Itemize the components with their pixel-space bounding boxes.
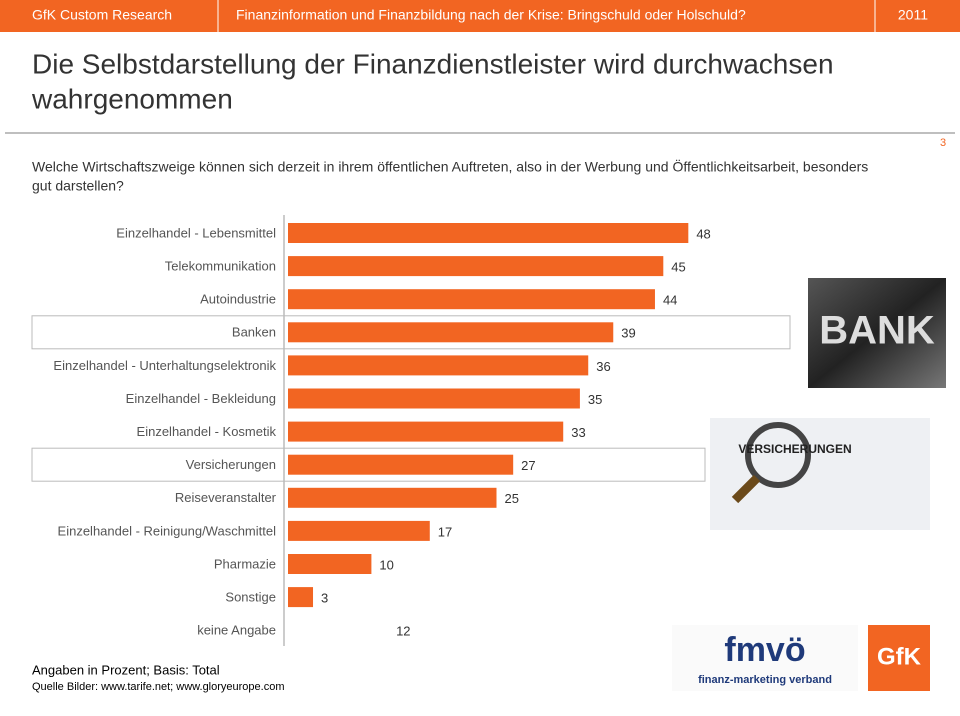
category-label: Autoindustrie bbox=[200, 292, 276, 307]
header-left: GfK Custom Research bbox=[32, 7, 172, 23]
category-label: Einzelhandel - Unterhaltungselektronik bbox=[53, 358, 276, 373]
bar-chart: Einzelhandel - Lebensmittel 48 Telekommuni… bbox=[31, 223, 791, 641]
category-label: Einzelhandel - Bekleidung bbox=[126, 391, 276, 406]
bank-image: BANK bbox=[808, 278, 946, 388]
magnifier-handle bbox=[731, 474, 761, 504]
category-label: Banken bbox=[232, 325, 276, 340]
header-center: Finanzinformation und Finanzbildung nach… bbox=[236, 7, 746, 23]
magnifier bbox=[745, 422, 811, 488]
category-label: Telekommunikation bbox=[165, 259, 276, 274]
footer-basis: Angaben in Prozent; Basis: Total bbox=[32, 662, 220, 677]
page-number: 3 bbox=[940, 137, 946, 149]
bar bbox=[288, 454, 514, 475]
category-label: keine Angabe bbox=[197, 623, 276, 638]
bar bbox=[288, 520, 430, 541]
logo-bg bbox=[672, 625, 858, 691]
category-label: Pharmazie bbox=[214, 556, 276, 571]
value-label: 35 bbox=[588, 392, 602, 407]
bar bbox=[288, 587, 314, 608]
header-bar bbox=[0, 0, 960, 32]
fmvo-logo: fmvö finanz-marketing verband bbox=[672, 625, 858, 691]
value-label: 25 bbox=[505, 491, 519, 506]
logo-sub: finanz-marketing verband bbox=[698, 674, 832, 686]
bar bbox=[288, 256, 664, 277]
value-label: 10 bbox=[379, 557, 393, 572]
category-label: Sonstige bbox=[225, 590, 276, 605]
highlight-box bbox=[31, 447, 706, 482]
bar bbox=[288, 223, 689, 243]
header-right: 2011 bbox=[898, 7, 928, 23]
category-label: Reiseveranstalter bbox=[175, 490, 277, 505]
value-label: 45 bbox=[671, 260, 685, 275]
question: Welche Wirtschaftszweige können sich der… bbox=[32, 158, 868, 175]
bar bbox=[288, 620, 389, 641]
category-label: Einzelhandel - Reinigung/Waschmittel bbox=[58, 523, 277, 538]
logo-text: GfK bbox=[877, 643, 922, 670]
category-label: Einzelhandel - Lebensmittel bbox=[116, 225, 276, 240]
value-label: 44 bbox=[663, 293, 677, 308]
bar bbox=[288, 487, 497, 508]
bar bbox=[288, 421, 564, 442]
logo-bg bbox=[868, 625, 930, 691]
value-label: 39 bbox=[621, 326, 635, 341]
question: gut darstellen? bbox=[32, 178, 124, 194]
footer-source: Quelle Bilder: www.tarife.net; www.glory… bbox=[32, 681, 285, 693]
insurance-image: VERSICHERUNGEN bbox=[710, 418, 930, 530]
value-label: 12 bbox=[396, 624, 410, 639]
title: wahrgenommen bbox=[31, 83, 233, 114]
logo-text: fmvö bbox=[724, 631, 805, 669]
gfk-logo: GfK bbox=[868, 625, 930, 691]
value-label: 33 bbox=[571, 425, 585, 440]
bar bbox=[288, 355, 589, 376]
value-label: 17 bbox=[438, 524, 452, 539]
bar bbox=[288, 554, 372, 574]
image bbox=[808, 278, 946, 388]
category-label: Versicherungen bbox=[186, 457, 276, 472]
bar bbox=[288, 388, 580, 409]
value-label: 3 bbox=[321, 591, 328, 606]
value-label: 36 bbox=[596, 359, 610, 374]
image bbox=[710, 418, 930, 530]
image-text: VERSICHERUNGEN bbox=[738, 442, 851, 456]
value-label: 27 bbox=[521, 458, 535, 473]
bar bbox=[288, 322, 614, 343]
category-label: Einzelhandel - Kosmetik bbox=[137, 424, 277, 439]
title: Die Selbstdarstellung der Finanzdienstle… bbox=[32, 48, 834, 79]
bar bbox=[288, 289, 655, 310]
highlight-box bbox=[31, 315, 791, 350]
image-text: BANK bbox=[819, 309, 935, 353]
value-label: 48 bbox=[696, 226, 710, 241]
